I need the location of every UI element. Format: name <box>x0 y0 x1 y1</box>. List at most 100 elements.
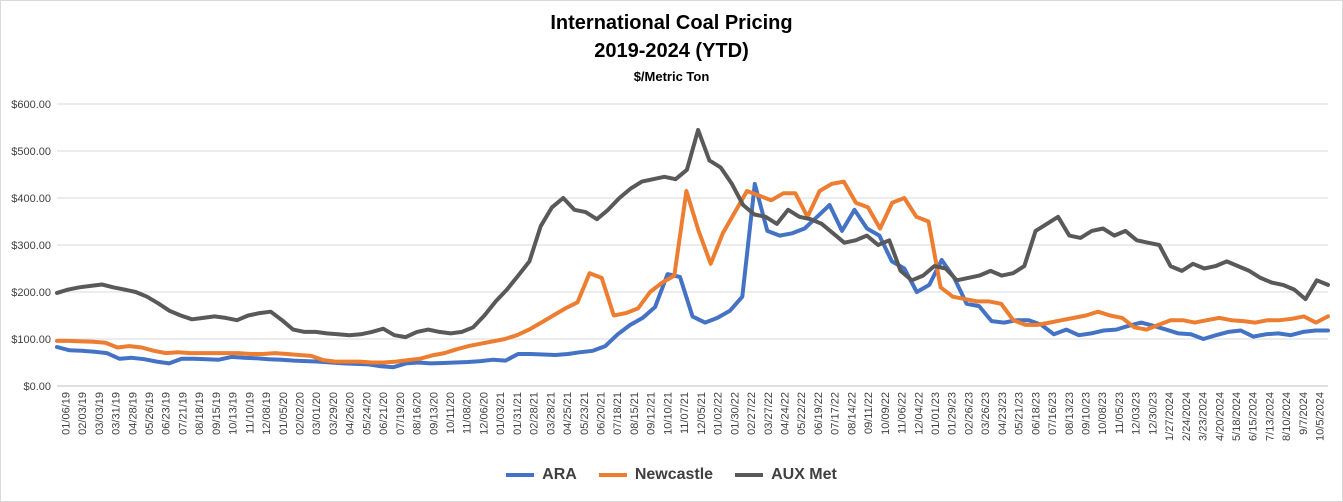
x-tick-label: 10/10/21 <box>662 392 674 435</box>
x-tick-label: 07/16/23 <box>1047 392 1059 435</box>
x-tick-label: 05/24/20 <box>361 392 373 435</box>
x-tick-label: 09/13/20 <box>428 392 440 435</box>
y-tick-label: $200.00 <box>11 287 51 299</box>
x-tick-label: 08/15/21 <box>629 392 641 435</box>
x-tick-label: 2/24/2024 <box>1181 392 1193 441</box>
x-tick-label: 3/23/2024 <box>1198 392 1210 441</box>
x-tick-label: 10/08/23 <box>1097 392 1109 435</box>
x-tick-label: 09/12/21 <box>646 392 658 435</box>
x-tick-label: 02/26/23 <box>963 392 975 435</box>
x-tick-label: 11/08/20 <box>462 392 474 434</box>
x-tick-label: 5/18/2024 <box>1231 392 1243 441</box>
x-tick-label: 10/11/20 <box>445 392 457 434</box>
y-tick-label: $400.00 <box>11 193 51 205</box>
y-tick-label: $0.00 <box>23 381 51 393</box>
x-tick-label: 04/26/20 <box>345 392 357 435</box>
x-tick-label: 8/10/2024 <box>1281 392 1293 441</box>
x-tick-label: 02/03/19 <box>77 392 89 435</box>
x-tick-label: 03/01/20 <box>311 392 323 435</box>
x-tick-label: 07/18/21 <box>612 392 624 435</box>
x-tick-label: 02/02/20 <box>294 392 306 435</box>
x-tick-label: 04/28/19 <box>127 392 139 435</box>
legend-swatch-aux-met <box>735 473 764 477</box>
x-tick-label: 09/15/19 <box>211 392 223 435</box>
legend-swatch-newcastle <box>598 473 627 477</box>
x-tick-label: 11/10/19 <box>244 392 256 434</box>
x-tick-label: 11/06/22 <box>897 392 909 434</box>
x-tick-label: 12/04/22 <box>913 392 925 435</box>
x-tick-label: 10/09/22 <box>880 392 892 435</box>
x-tick-label: 12/03/23 <box>1131 392 1143 435</box>
legend-item-ara: ARA <box>506 466 577 484</box>
x-tick-label: 01/02/22 <box>713 392 725 435</box>
x-tick-label: 06/18/23 <box>1030 392 1042 435</box>
y-tick-label: $300.00 <box>11 240 51 252</box>
legend-label-newcastle: Newcastle <box>634 466 714 483</box>
x-tick-label: 05/22/22 <box>796 392 808 435</box>
x-tick-label: 04/25/21 <box>562 392 574 435</box>
x-tick-label: 11/05/23 <box>1114 392 1126 434</box>
x-tick-label: 03/03/19 <box>94 392 106 435</box>
x-tick-label: 01/05/20 <box>278 392 290 435</box>
x-tick-label: 12/30/23 <box>1147 392 1159 435</box>
x-tick-label: 08/14/22 <box>846 392 858 435</box>
x-tick-label: 09/10/23 <box>1081 392 1093 435</box>
x-tick-label: 05/23/21 <box>579 392 591 435</box>
x-tick-label: 06/21/20 <box>378 392 390 435</box>
x-tick-label: 06/23/19 <box>161 392 173 435</box>
legend: ARA Newcastle AUX Met <box>0 466 1343 484</box>
series-line-aux-met <box>55 127 1330 340</box>
x-tick-label: 02/27/22 <box>746 392 758 435</box>
x-tick-label: 01/30/22 <box>729 392 741 435</box>
legend-swatch-ara <box>506 473 535 477</box>
x-tick-label: 12/06/20 <box>478 392 490 435</box>
y-tick-label: $100.00 <box>11 334 51 346</box>
y-tick-label: $500.00 <box>11 146 51 158</box>
x-tick-label: 08/13/23 <box>1064 392 1076 435</box>
x-tick-label: 11/07/21 <box>679 392 691 434</box>
x-tick-label: 12/08/19 <box>261 392 273 435</box>
x-tick-label: 1/27/2024 <box>1164 392 1176 441</box>
chart-unit-label: $/Metric Ton <box>633 69 710 84</box>
x-tick-label: 03/27/22 <box>763 392 775 435</box>
x-tick-label: 08/16/20 <box>412 392 424 435</box>
chart-subtitle: 2019-2024 (YTD) <box>594 40 749 62</box>
x-tick-label: 02/28/21 <box>529 392 541 435</box>
x-tick-label: 04/24/22 <box>779 392 791 435</box>
series-line-ara <box>55 181 1330 370</box>
legend-label-ara: ARA <box>542 466 577 483</box>
x-tick-label: 06/19/22 <box>813 392 825 435</box>
series-line-newcastle <box>55 179 1330 365</box>
legend-label-aux-met: AUX Met <box>771 466 837 483</box>
x-tick-label: 01/31/21 <box>512 392 524 435</box>
x-axis-ticks: 01/06/19 02/03/19 03/03/19 03/31/19 04/28/19… <box>60 392 1326 441</box>
chart-title: International Coal Pricing <box>550 12 793 34</box>
x-tick-label: 07/19/20 <box>395 392 407 435</box>
y-tick-label: $600.00 <box>11 99 51 111</box>
x-tick-label: 03/28/21 <box>545 392 557 435</box>
series-lines <box>55 127 1330 370</box>
y-axis-ticks: $0.00 $100.00 $200.00 $300.00 $400.00 $500.00… <box>11 99 51 393</box>
x-tick-label: 09/11/22 <box>863 392 875 434</box>
x-tick-label: 03/31/19 <box>111 392 123 435</box>
x-tick-label: 01/03/21 <box>495 392 507 435</box>
x-tick-label: 01/29/23 <box>947 392 959 435</box>
x-tick-label: 03/26/23 <box>980 392 992 435</box>
x-tick-label: 7/13/2024 <box>1264 392 1276 441</box>
x-tick-label: 01/06/19 <box>60 392 72 435</box>
x-tick-label: 6/15/2024 <box>1248 392 1260 441</box>
x-tick-label: 10/5/2024 <box>1315 392 1327 441</box>
x-tick-label: 05/26/19 <box>144 392 156 435</box>
legend-item-newcastle: Newcastle <box>598 466 714 484</box>
x-tick-label: 4/20/2024 <box>1214 392 1226 441</box>
x-tick-label: 03/29/20 <box>328 392 340 435</box>
x-tick-label: 10/13/19 <box>228 392 240 435</box>
x-tick-label: 05/21/23 <box>1014 392 1026 435</box>
legend-item-aux-met: AUX Met <box>735 466 837 484</box>
x-tick-label: 07/21/19 <box>177 392 189 435</box>
x-tick-label: 06/20/21 <box>596 392 608 435</box>
x-tick-label: 08/18/19 <box>194 392 206 435</box>
x-tick-label: 07/17/22 <box>830 392 842 435</box>
x-tick-label: 12/05/21 <box>696 392 708 435</box>
